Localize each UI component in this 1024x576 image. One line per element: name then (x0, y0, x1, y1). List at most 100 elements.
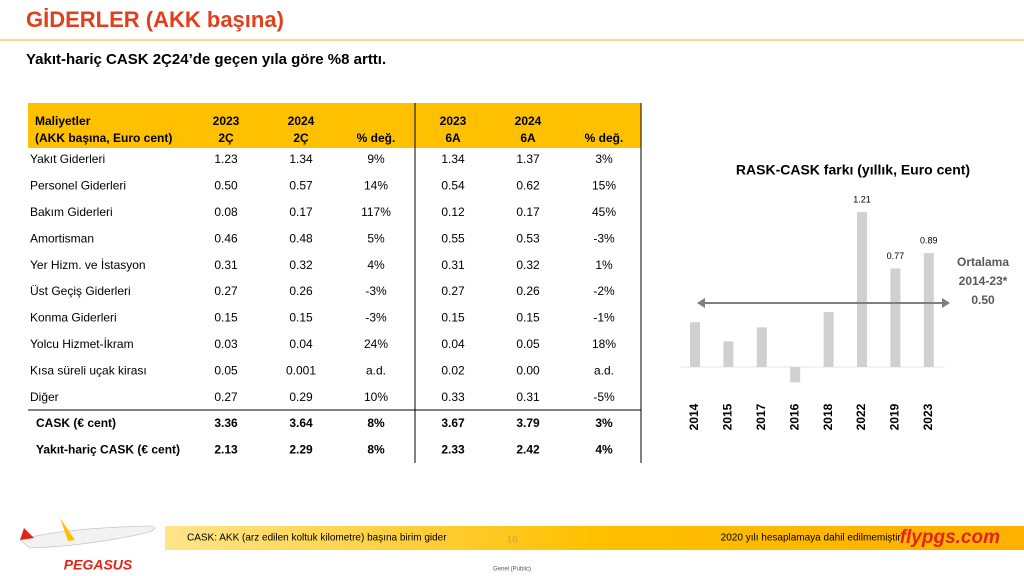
table-cell: 1% (595, 258, 613, 272)
table-cell: 3.64 (289, 416, 313, 430)
table-cell: 0.15 (289, 311, 313, 325)
column-header: 6A (520, 131, 536, 145)
table-cell: 0.57 (289, 179, 313, 193)
table-cell: 2.33 (441, 443, 465, 457)
page-number: 16 (506, 535, 518, 546)
value-label: 0.77 (887, 251, 905, 261)
row-label: Yakıt-hariç CASK (€ cent) (36, 443, 180, 457)
table-cell: 24% (364, 337, 388, 351)
x-tick-label: 2022 (854, 403, 868, 430)
row-label: Bakım Giderleri (30, 205, 113, 219)
table-cell: 0.33 (441, 390, 465, 404)
table-cell: 14% (364, 179, 388, 193)
row-label: CASK (€ cent) (36, 416, 116, 430)
table-cell: 0.27 (214, 390, 238, 404)
table-cell: 0.15 (516, 311, 540, 325)
table-cell: 3% (595, 152, 613, 166)
table-cell: -5% (593, 390, 615, 404)
table-cell: 0.32 (289, 258, 313, 272)
table-cell: 0.00 (516, 363, 540, 377)
table-cell: 117% (361, 205, 391, 219)
row-label: Yer Hizm. ve İstasyon (30, 258, 146, 272)
table-cell: 0.17 (289, 205, 313, 219)
bar (923, 253, 934, 367)
table-cell: 0.05 (516, 337, 540, 351)
table-cell: 0.46 (214, 231, 238, 245)
x-tick-label: 2017 (754, 403, 768, 430)
arrow-head (697, 298, 705, 308)
column-header: % değ. (585, 131, 624, 145)
table-cell: 0.26 (516, 284, 540, 298)
site: flypgs.com (900, 527, 1000, 548)
column-header: % değ. (357, 131, 396, 145)
row-label: Yolcu Hizmet-İkram (30, 337, 134, 351)
row-label: Diğer (30, 390, 59, 404)
plane-logo (19, 518, 156, 549)
table-cell: 0.26 (289, 284, 313, 298)
table-cell: 0.15 (214, 311, 238, 325)
table-cell: 5% (367, 231, 385, 245)
table-cell: -3% (365, 284, 387, 298)
arrow-head (942, 298, 950, 308)
x-tick-label: 2018 (821, 403, 835, 430)
table-cell: -3% (365, 311, 387, 325)
bar (723, 341, 734, 367)
table-cell: 2.13 (214, 443, 238, 457)
bar (790, 367, 801, 383)
table-cell: 2.42 (516, 443, 540, 457)
classification: Genel (Public) (493, 567, 531, 573)
table-cell: 1.34 (289, 152, 313, 166)
table-header-bg (28, 103, 641, 148)
table-cell: 0.54 (441, 179, 465, 193)
table-cell: a.d. (366, 363, 386, 377)
table-cell: -2% (593, 284, 615, 298)
table-cell: -1% (593, 311, 615, 325)
column-header: 6A (445, 131, 461, 145)
table-cell: 0.03 (214, 337, 238, 351)
table-cell: 1.23 (214, 152, 238, 166)
column-header: 2Ç (293, 131, 309, 145)
table-cell: 18% (592, 337, 616, 351)
column-header: 2Ç (218, 131, 234, 145)
table-cell: 0.04 (441, 337, 465, 351)
bar (823, 311, 834, 367)
table-cell: 0.50 (214, 179, 238, 193)
column-header: 2024 (288, 114, 315, 128)
table-cell: 45% (592, 205, 616, 219)
x-tick-label: 2015 (721, 403, 735, 430)
table-cell: 1.34 (441, 152, 465, 166)
row-label: Personel Giderleri (30, 179, 126, 193)
value-label: 1.21 (853, 194, 871, 204)
table-cell: 3.79 (516, 416, 540, 430)
column-header: 2023 (440, 114, 467, 128)
table-cell: 3% (595, 416, 613, 430)
brand: PEGASUS (64, 557, 133, 573)
table-cell: 0.27 (214, 284, 238, 298)
column-header: Maliyetler (35, 114, 91, 128)
average-label: 0.50 (971, 293, 995, 307)
bar (690, 322, 700, 367)
title: GİDERLER (AKK başına) (26, 7, 284, 32)
bar (890, 268, 901, 367)
table-cell: 0.31 (516, 390, 540, 404)
x-tick-label: 2016 (787, 403, 801, 430)
table-cell: 0.12 (441, 205, 465, 219)
row-label: Amortisman (30, 231, 94, 245)
average-annotation: 2014-23* (959, 274, 1008, 288)
table-cell: 4% (595, 443, 613, 457)
table-cell: 3.67 (441, 416, 465, 430)
table-cell: 0.29 (289, 390, 313, 404)
table-cell: 0.31 (214, 258, 238, 272)
table-cell: 0.32 (516, 258, 540, 272)
row-label: Konma Giderleri (30, 311, 117, 325)
table-cell: 0.48 (289, 231, 313, 245)
table-cell: 0.02 (441, 363, 465, 377)
column-header: (AKK başına, Euro cent) (35, 131, 172, 145)
table-cell: 0.17 (516, 205, 540, 219)
table-cell: -3% (593, 231, 615, 245)
table-cell: a.d. (594, 363, 614, 377)
table-cell: 0.05 (214, 363, 238, 377)
table-cell: 8% (367, 443, 385, 457)
table-cell: 3.36 (214, 416, 238, 430)
